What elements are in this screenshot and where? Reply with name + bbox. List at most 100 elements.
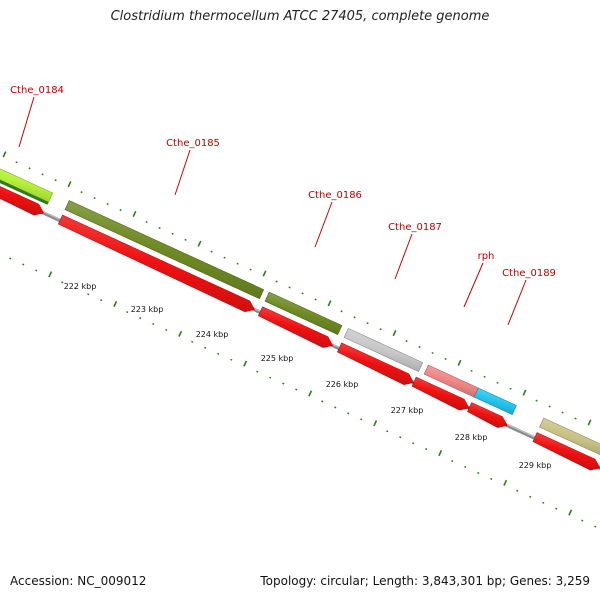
label-leader-line (174, 149, 191, 196)
cds-arrows (0, 186, 600, 471)
inner-scale-tick (529, 495, 532, 498)
inner-scale-tick (61, 281, 64, 284)
outer-scale-tick (28, 167, 31, 170)
inner-scale-tick (126, 311, 129, 314)
inner-scale-tick (87, 293, 90, 296)
cds-arrow (57, 214, 255, 313)
outer-scale-tick (236, 262, 239, 265)
kbp-scale-label: 223 kbp (131, 305, 164, 314)
outer-scale-tick (366, 322, 369, 325)
outer-scale-tick (262, 270, 267, 277)
outer-scale-tick (431, 351, 434, 355)
outer-scale-tick (197, 240, 202, 247)
label-leaders (18, 96, 527, 326)
gene-label: Cthe_0189 (502, 268, 556, 279)
inner-scale-tick (269, 376, 272, 379)
inner-scale-tick (503, 479, 508, 486)
cds-arrow (532, 432, 600, 471)
inner-scale-tick (451, 459, 454, 463)
map-title: Clostridium thermocellum ATCC 27405, com… (110, 9, 490, 24)
outer-scale-tick (93, 197, 96, 200)
kbp-scale-label: 227 kbp (391, 406, 424, 415)
inner-scale-tick (477, 471, 480, 474)
kbp-labels: 222 kbp 223 kbp 224 kbp 225 kbp 226 kbp 227 k… (64, 282, 552, 470)
outer-scale-tick (444, 357, 447, 361)
gene-bar (343, 328, 424, 372)
gene-label: rph (478, 251, 495, 262)
outer-scale-tick (470, 369, 473, 372)
outer-scale-tick (548, 405, 551, 408)
inner-scale-tick (35, 269, 38, 272)
inner-scale-tick (178, 330, 183, 337)
gene-label: Cthe_0186 (308, 190, 362, 201)
kbp-scale-label: 228 kbp (455, 433, 488, 442)
gene-bar (473, 387, 517, 415)
inner-scale-tick (191, 340, 194, 343)
outer-scale-tick (223, 256, 226, 259)
inner-scale-tick (490, 477, 493, 480)
label-leader-line (18, 96, 35, 148)
outer-scale-tick (249, 268, 252, 271)
outer-scale-tick (184, 238, 187, 241)
inner-scale-tick (464, 465, 467, 469)
scale-ticks (2, 151, 597, 528)
inner-scale-tick (9, 257, 12, 260)
inner-scale-tick (555, 507, 558, 510)
cds-arrow (337, 342, 414, 385)
inner-scale-tick (100, 299, 103, 302)
label-leader-line (314, 201, 333, 248)
outer-scale-tick (158, 226, 161, 229)
outer-scale-tick (132, 210, 137, 217)
outer-scale-tick (301, 292, 304, 295)
inner-scale-tick (425, 448, 428, 451)
gene-bar (264, 291, 343, 335)
outer-scale-tick (509, 387, 512, 390)
kbp-scale-label: 222 kbp (64, 282, 97, 291)
genome-summary-text: Topology: circular; Length: 3,843,301 bp… (260, 574, 590, 588)
outer-scale-tick (496, 381, 499, 384)
label-leader-line (463, 262, 484, 308)
inner-scale-tick (282, 382, 285, 385)
inner-scale-tick (139, 316, 142, 320)
inner-scale-tick (204, 346, 207, 349)
gene-bar-underlay (0, 179, 49, 205)
inner-scale-tick (48, 271, 53, 278)
inner-scale-tick (243, 360, 248, 367)
outer-scale-tick (210, 250, 213, 253)
gene-bar (539, 417, 600, 456)
outer-scale-tick (379, 328, 382, 331)
inner-scale-tick (594, 525, 597, 528)
inner-scale-tick (334, 406, 337, 409)
outer-scale-tick (15, 161, 18, 164)
inner-scale-tick (321, 400, 324, 403)
outer-scale-tick (327, 300, 332, 307)
outer-scale-tick (392, 330, 397, 337)
outer-scale-tick (522, 389, 527, 396)
outer-scale-tick (171, 232, 174, 235)
gene-label: Cthe_0187 (388, 222, 442, 233)
cds-arrow (257, 306, 334, 348)
cds-arrow (467, 402, 508, 428)
inner-scale-tick (373, 420, 378, 427)
inner-scale-tick (165, 328, 168, 332)
outer-scale-tick (418, 345, 421, 349)
outer-scale-tick (275, 280, 278, 283)
accession-text: Accession: NC_009012 (10, 574, 147, 588)
outer-scale-tick (483, 375, 486, 378)
cds-arrow (0, 186, 44, 216)
kbp-scale-label: 229 kbp (519, 461, 552, 470)
outer-scale-tick (535, 399, 538, 402)
outer-scale-tick (587, 419, 592, 426)
inner-scale-tick (74, 287, 77, 290)
inner-scale-tick (256, 370, 259, 373)
outer-scale-tick (2, 151, 7, 158)
gene-label: Cthe_0185 (166, 138, 220, 149)
outer-scale-tick (353, 316, 356, 319)
inner-scale-tick (568, 509, 573, 516)
outer-scale-tick (80, 191, 83, 194)
inner-scale-tick (152, 322, 155, 326)
outer-scale-tick (106, 203, 109, 206)
gene-label: Cthe_0184 (10, 85, 64, 96)
inner-scale-tick (399, 436, 402, 439)
